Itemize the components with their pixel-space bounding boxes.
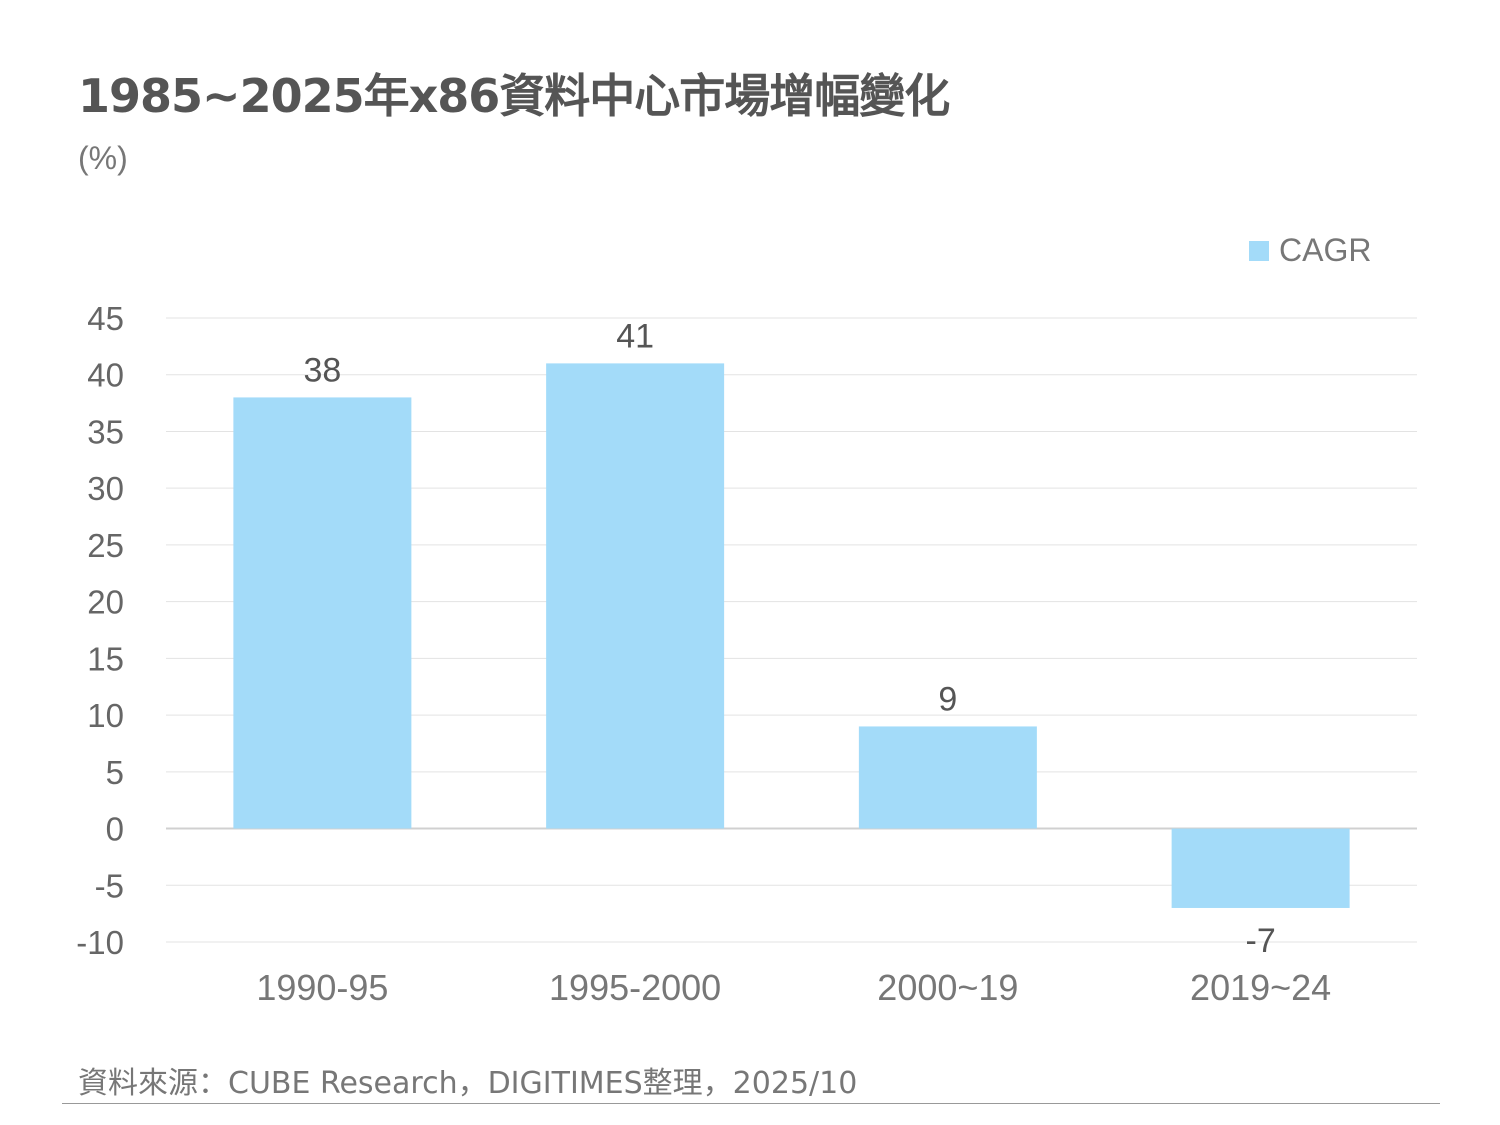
x-tick-label: 1995-2000: [549, 967, 721, 1008]
y-tick-label: -5: [95, 867, 124, 904]
y-tick-label: 25: [87, 527, 124, 564]
y-tick-label: 20: [87, 584, 124, 621]
legend-swatch: [1249, 240, 1269, 261]
y-axis-unit: (%): [78, 140, 128, 176]
data-label: 9: [938, 680, 957, 718]
y-tick-label: 5: [106, 754, 124, 791]
bar: [546, 363, 725, 829]
y-tick-label: 40: [87, 357, 124, 394]
legend-label: CAGR: [1279, 232, 1372, 268]
data-label: 41: [616, 317, 654, 355]
bar: [233, 397, 412, 829]
legend: CAGR: [1249, 232, 1371, 269]
y-tick-label: 35: [87, 413, 124, 450]
data-label: 38: [303, 351, 341, 389]
footer-divider: [62, 1103, 1440, 1104]
x-tick-label: 2019~24: [1190, 967, 1331, 1008]
y-tick-label: 0: [106, 811, 124, 848]
bar: [858, 726, 1037, 829]
x-tick-label: 2000~19: [877, 967, 1018, 1008]
chart-title: 1985~2025年x86資料中心市場增幅變化: [78, 69, 950, 123]
y-tick-label: 30: [87, 470, 124, 507]
y-tick-label: 45: [87, 300, 124, 337]
bar: [1171, 828, 1350, 908]
data-label: -7: [1246, 922, 1276, 960]
y-tick-label: -10: [76, 924, 124, 961]
y-tick-label: 15: [87, 640, 124, 677]
source-note: 資料來源：CUBE Research，DIGITIMES整理，2025/10: [78, 1066, 858, 1101]
x-tick-label: 1990-95: [256, 967, 388, 1008]
y-tick-label: 10: [87, 697, 124, 734]
